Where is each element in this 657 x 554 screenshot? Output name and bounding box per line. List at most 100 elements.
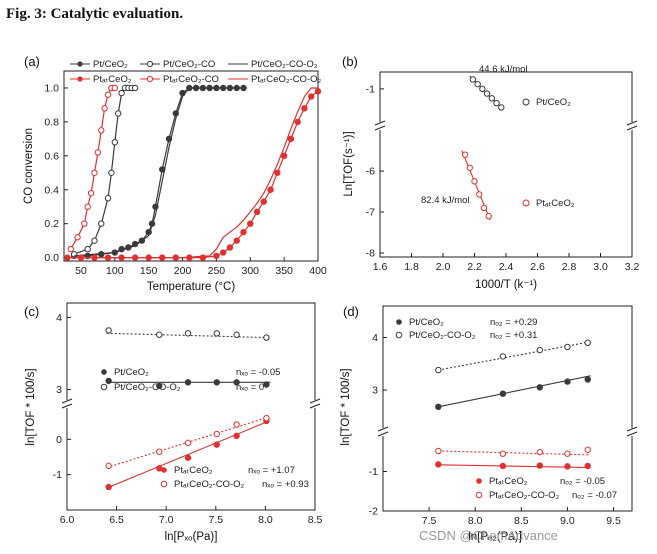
axis-break-gap	[310, 400, 320, 408]
data-point-ptatceo2-co-o2	[233, 421, 240, 428]
data-point-pt-ceo2	[469, 76, 477, 83]
x-tick-label: 2.6	[530, 261, 545, 273]
x-tick-label: 7.5	[422, 515, 437, 527]
x-tick-label: 2.2	[467, 261, 482, 273]
axis-break-mark	[374, 120, 386, 126]
axis-break-mark	[309, 398, 321, 404]
data-point-ptatceo2	[584, 462, 591, 470]
data-point-ptatceo2	[476, 191, 483, 198]
panel-d-legend: Pt/CeO₂ nₒ₂ = +0.29 Pt/CeO₂-CO-O₂ nₒ₂ = …	[395, 317, 617, 501]
panel-d-label: (d)	[343, 304, 359, 319]
legend-text-pt-co-o2: Pt/CeO₂-CO-O₂	[251, 59, 318, 70]
panel-d: (d) ln[Pₒ₂(Pa)] ln[TOF * 100/s] Pt/CeO₂ …	[340, 304, 638, 543]
data-point-ptatceo2	[253, 208, 261, 216]
data-point-ptatceo2	[233, 432, 240, 439]
data-point-pt-ceo2	[536, 384, 543, 391]
data-point-ptatceo2-co-o2	[184, 439, 192, 447]
legend-marker-d-pt-co-o2	[395, 331, 403, 339]
y-tick-label: -2	[369, 506, 378, 518]
data-point-pt-ceo2	[564, 378, 571, 385]
data-point-ptatceo2	[314, 88, 322, 95]
data-point-ptatceo2-co	[87, 189, 95, 197]
data-point-pt-ceo2	[474, 80, 481, 88]
data-point-pt-ceo2-co-o2	[233, 331, 240, 338]
data-point-pt-ceo2	[156, 382, 163, 390]
x-tick-label: 300	[242, 265, 260, 277]
x-tick-label: 150	[140, 265, 158, 277]
data-point-ptatceo2-co	[91, 169, 98, 176]
axis-break-mark	[377, 426, 389, 432]
series-line-pt-ceo2	[74, 87, 244, 257]
panel-b: (b) 1000/T (k⁻¹) Ln[TOF(s⁻¹)] 44.6 kJ/mo…	[342, 54, 639, 291]
x-tick-label: 50	[75, 265, 87, 277]
data-point-pt-ceo2	[488, 95, 496, 102]
legend-marker-at	[77, 76, 83, 82]
data-point-pt-ceo2	[493, 99, 500, 107]
fit-line-ptatceo2-co-o2	[438, 450, 591, 456]
x-tick-label: 3.2	[625, 261, 640, 273]
panel-a-label: (a)	[24, 54, 40, 69]
panel-b-ea-at: 82.4 kJ/mol	[421, 195, 470, 206]
data-point-ptatceo2	[219, 249, 227, 256]
x-tick-label: 2.4	[499, 261, 514, 273]
legend-text-d-at: PtₐₜCeO₂	[489, 476, 528, 487]
data-point-pt-ceo2-co	[104, 195, 112, 202]
x-tick-label: 8.0	[258, 514, 273, 526]
data-point-pt-ceo2-co-o2	[499, 353, 507, 360]
y-tick-label: 4	[56, 312, 62, 324]
data-point-pt-ceo2	[233, 84, 240, 92]
data-point-ptatceo2-co	[74, 234, 81, 241]
legend-n-d-pt: nₒ₂ = +0.29	[490, 317, 537, 328]
data-point-ptatceo2-co	[104, 91, 112, 98]
data-point-pt-ceo2-co-o2	[105, 327, 112, 334]
panel-d-frame	[382, 305, 633, 512]
legend-marker-c-pt	[101, 369, 107, 375]
legend-text-d-at-co-o2: PtₐₜCeO₂-CO-O₂	[489, 490, 560, 501]
data-point-pt-ceo2	[499, 390, 507, 397]
data-point-pt-ceo2	[226, 84, 234, 92]
legend-marker-d-at	[476, 478, 482, 484]
data-point-pt-ceo2	[184, 379, 192, 386]
legend-n-c-pt-co-o2: nₓₒ = 0	[236, 382, 264, 393]
x-tick-label: 100	[106, 265, 124, 277]
x-tick-label: 350	[275, 265, 293, 277]
panel-c-ylabel: ln[TOF * 100/s]	[25, 368, 37, 445]
data-point-ptatceo2	[466, 164, 473, 171]
data-point-pt-ceo2-co	[108, 169, 115, 176]
x-tick-label: 200	[174, 265, 192, 277]
legend-text-d-pt-co-o2: Pt/CeO₂-CO-O₂	[409, 330, 476, 341]
axis-break-mark	[61, 398, 73, 404]
data-point-ptatceo2	[435, 461, 442, 468]
panel-c-legend: Pt/CeO₂ nₓₒ = -0.05 Pt/CeO₂-CO-O₂ nₓₒ = …	[100, 367, 309, 490]
data-point-ptatceo2-co	[101, 105, 108, 112]
data-point-ptatceo2	[105, 483, 112, 491]
data-point-pt-ceo2	[483, 90, 491, 97]
x-tick-label: 2.0	[436, 261, 451, 273]
legend-n-c-pt: nₓₒ = -0.05	[236, 367, 280, 378]
legend-marker-pt	[77, 61, 83, 67]
legend-marker-d-pt	[396, 319, 402, 325]
legend-marker-at-co	[146, 75, 154, 83]
data-point-pt-ceo2	[479, 85, 486, 93]
y-tick-label: 0.2	[44, 218, 59, 230]
x-tick-label: 400	[309, 265, 327, 277]
legend-text-pt: Pt/CeO₂	[93, 59, 128, 70]
legend-marker-c-at-co-o2	[160, 480, 168, 488]
y-tick-label: 1.0	[44, 82, 59, 94]
y-tick-label: 0.0	[44, 252, 59, 264]
x-tick-label: 3.0	[593, 261, 608, 273]
data-point-pt-ceo2	[435, 403, 442, 410]
panel-a: (a) Temperature (°C) CO conversion Pt/Ce…	[23, 54, 327, 293]
data-point-pt-ceo2-co-o2	[435, 366, 442, 374]
x-tick-label: 9.5	[606, 515, 621, 527]
legend-text-c-at: PtₐₜCeO₂	[174, 465, 213, 476]
axis-break-mark	[626, 426, 638, 432]
legend-marker-pt-co	[146, 60, 154, 68]
y-tick-label: -1	[53, 469, 62, 481]
data-point-ptatceo2-co-o2	[213, 430, 220, 438]
y-tick-label: 0	[56, 434, 62, 446]
data-point-ptatceo2-co-o2	[584, 446, 591, 453]
axis-break-mark	[626, 125, 638, 131]
data-point-ptatceo2	[461, 151, 469, 158]
